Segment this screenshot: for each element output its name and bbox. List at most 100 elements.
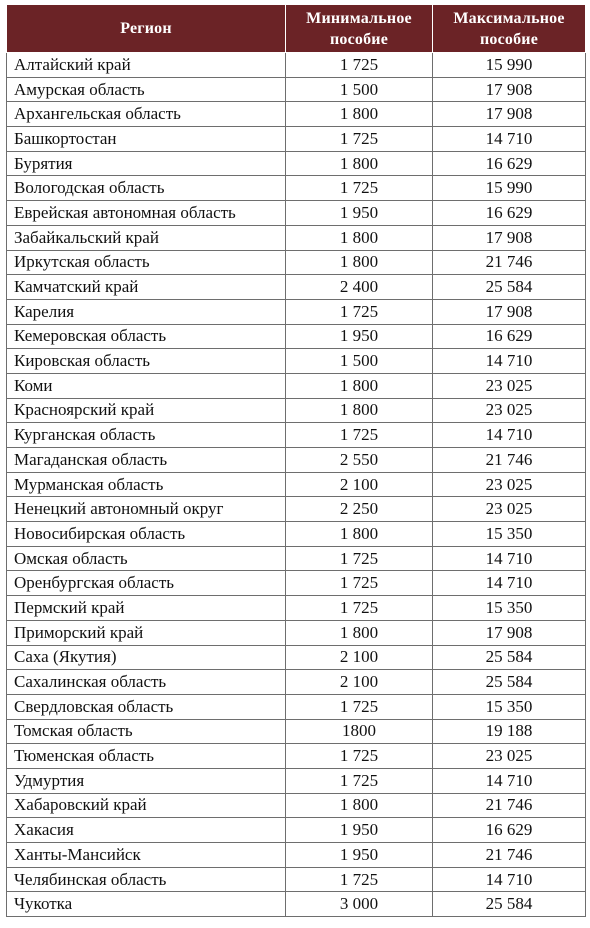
region-cell: Вологодская область [6,175,286,202]
min-benefit-cell: 2 100 [285,669,433,695]
min-benefit-cell: 1 725 [285,52,433,78]
min-benefit-cell: 1 725 [285,298,433,325]
table-row: Ненецкий автономный округ 2 250 23 025 [6,496,586,523]
table-row: Архангельская область 1 800 17 908 [6,101,586,128]
max-benefit-cell: 21 746 [432,249,586,276]
max-benefit-cell: 14 710 [432,422,586,448]
max-benefit-cell: 15 350 [432,521,586,547]
region-cell: Оренбургская область [6,570,286,597]
region-cell: Чукотка [6,891,286,918]
table-row: Сахалинская область 2 100 25 584 [6,669,586,695]
min-benefit-cell: 1 800 [285,619,433,646]
min-benefit-cell: 1 725 [285,126,433,152]
region-cell: Магаданская область [6,447,286,473]
region-cell: Ненецкий автономный округ [6,496,286,523]
region-cell: Коми [6,372,286,399]
table-row: Мурманская область 2 100 23 025 [6,471,586,498]
header-row: Регион Минимальное пособие Максимальное … [6,4,586,53]
region-cell: Тюменская область [6,743,286,769]
max-benefit-cell: 17 908 [432,619,586,646]
table-row: Челябинская область 1 725 14 710 [6,866,586,893]
region-cell: Хакасия [6,817,286,843]
min-benefit-cell: 1 800 [285,397,433,424]
header-max-line-2: пособие [479,30,539,48]
table-row: Камчатский край 2 400 25 584 [6,274,586,300]
max-benefit-cell: 16 629 [432,150,586,177]
region-cell: Удмуртия [6,767,286,794]
max-benefit-cell: 17 908 [432,224,586,251]
table-row: Иркутская область 1 800 21 746 [6,249,586,276]
header-min-line-1: Минимальное [306,9,412,27]
region-cell: Хабаровский край [6,792,286,819]
min-benefit-cell: 1 800 [285,792,433,819]
min-benefit-cell: 1 725 [285,693,433,720]
max-benefit-cell: 15 350 [432,693,586,720]
region-cell: Пермский край [6,595,286,621]
table-row: Бурятия 1 800 16 629 [6,150,586,177]
min-benefit-cell: 1 500 [285,348,433,374]
table-row: Красноярский край 1 800 23 025 [6,397,586,424]
table-row: Вологодская область 1 725 15 990 [6,175,586,202]
max-benefit-cell: 16 629 [432,200,586,226]
table-row: Приморский край 1 800 17 908 [6,619,586,646]
region-cell: Еврейская автономная область [6,200,286,226]
max-benefit-cell: 21 746 [432,792,586,819]
max-benefit-cell: 14 710 [432,767,586,794]
table-row: Хабаровский край 1 800 21 746 [6,792,586,819]
region-cell: Приморский край [6,619,286,646]
region-cell: Свердловская область [6,693,286,720]
table-row: Кемеровская область 1 950 16 629 [6,323,586,350]
table-body: Алтайский край 1 725 15 990 Амурская област… [6,52,586,918]
min-benefit-cell: 1 725 [285,422,433,448]
max-benefit-cell: 14 710 [432,545,586,572]
table-row: Омская область 1 725 14 710 [6,545,586,572]
max-benefit-cell: 23 025 [432,496,586,523]
region-cell: Ханты-Мансийск [6,842,286,868]
header-min-line-2: пособие [329,30,389,48]
min-benefit-cell: 1 800 [285,521,433,547]
max-benefit-cell: 15 990 [432,52,586,78]
table-header: Регион Минимальное пособие Максимальное … [6,4,586,53]
benefits-table: Регион Минимальное пособие Максимальное … [6,4,586,918]
max-benefit-cell: 14 710 [432,866,586,893]
region-cell: Саха (Якутия) [6,644,286,671]
table-row: Башкортостан 1 725 14 710 [6,126,586,152]
region-cell: Забайкальский край [6,224,286,251]
table-row: Пермский край 1 725 15 350 [6,595,586,621]
header-max-line-1: Максимальное [453,9,565,27]
region-cell: Кировская область [6,348,286,374]
min-benefit-cell: 1 800 [285,150,433,177]
min-benefit-cell: 1 725 [285,866,433,893]
table-row: Забайкальский край 1 800 17 908 [6,224,586,251]
max-benefit-cell: 25 584 [432,644,586,671]
region-cell: Иркутская область [6,249,286,276]
table-row: Чукотка 3 000 25 584 [6,891,586,918]
max-benefit-cell: 16 629 [432,323,586,350]
region-cell: Томская область [6,718,286,745]
max-benefit-cell: 14 710 [432,348,586,374]
max-benefit-cell: 23 025 [432,743,586,769]
max-benefit-cell: 19 188 [432,718,586,745]
region-cell: Красноярский край [6,397,286,424]
region-cell: Челябинская область [6,866,286,893]
region-cell: Карелия [6,298,286,325]
region-cell: Башкортостан [6,126,286,152]
table-row: Томская область 1800 19 188 [6,718,586,745]
region-cell: Архангельская область [6,101,286,128]
table-row: Коми 1 800 23 025 [6,372,586,399]
region-cell: Сахалинская область [6,669,286,695]
region-cell: Алтайский край [6,52,286,78]
min-benefit-cell: 2 100 [285,644,433,671]
min-benefit-cell: 1 500 [285,76,433,103]
table-row: Свердловская область 1 725 15 350 [6,693,586,720]
header-min-benefit: Минимальное пособие [285,4,433,53]
benefits-table-container: Регион Минимальное пособие Максимальное … [6,4,586,918]
max-benefit-cell: 17 908 [432,76,586,103]
min-benefit-cell: 2 100 [285,471,433,498]
min-benefit-cell: 1 725 [285,175,433,202]
table-row: Алтайский край 1 725 15 990 [6,52,586,78]
header-region-label: Регион [120,20,172,37]
min-benefit-cell: 1 800 [285,372,433,399]
max-benefit-cell: 25 584 [432,891,586,918]
region-cell: Новосибирская область [6,521,286,547]
